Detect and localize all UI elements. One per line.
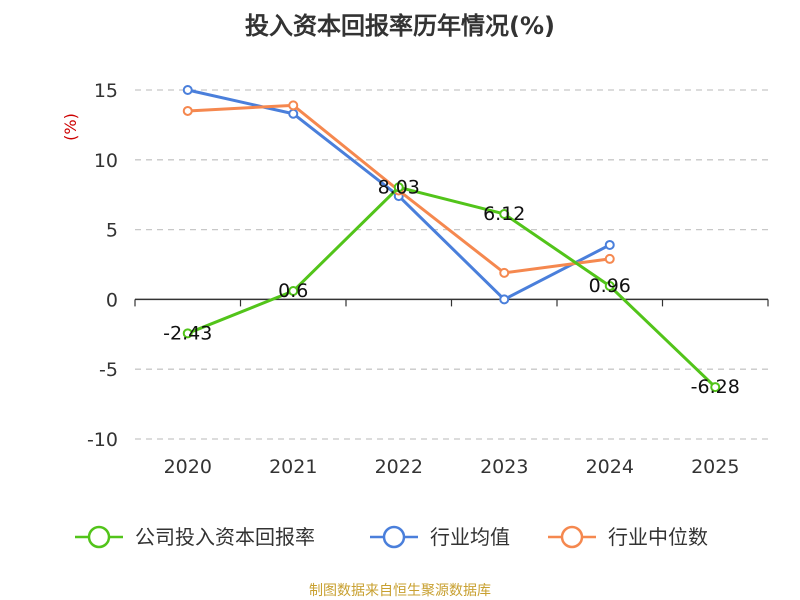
data-point bbox=[499, 208, 510, 219]
data-point bbox=[182, 328, 193, 339]
legend-marker bbox=[560, 525, 584, 549]
data-point bbox=[499, 294, 510, 305]
data-point bbox=[604, 239, 615, 250]
legend-label: 行业均值 bbox=[430, 525, 510, 549]
x-tick-label: 2024 bbox=[586, 456, 634, 478]
data-point bbox=[604, 280, 615, 291]
x-tick-label: 2020 bbox=[164, 456, 212, 478]
y-tick-label: 0 bbox=[106, 289, 118, 311]
legend-marker bbox=[382, 525, 406, 549]
x-tick-label: 2022 bbox=[375, 456, 423, 478]
data-label: 8.03 bbox=[378, 176, 420, 198]
x-tick-label: 2021 bbox=[269, 456, 317, 478]
data-point bbox=[182, 105, 193, 116]
data-point bbox=[182, 85, 193, 95]
y-tick-label: -10 bbox=[87, 429, 118, 451]
data-point bbox=[710, 382, 721, 393]
data-point bbox=[499, 267, 510, 278]
y-axis-unit-label: (%) bbox=[61, 113, 80, 141]
data-point bbox=[604, 253, 615, 264]
chart-title: 投入资本回报率历年情况(%) bbox=[245, 12, 555, 40]
data-point bbox=[288, 286, 299, 297]
x-tick-label: 2023 bbox=[480, 456, 528, 478]
y-tick-label: -5 bbox=[99, 359, 118, 381]
data-label: -6.28 bbox=[691, 376, 740, 398]
data-label: 0.6 bbox=[278, 280, 308, 302]
series-line bbox=[187, 185, 717, 389]
data-point bbox=[288, 108, 299, 119]
source-text: 制图数据来自恒生聚源数据库 bbox=[309, 583, 491, 599]
y-tick-label: 15 bbox=[94, 80, 118, 102]
y-tick-label: 5 bbox=[106, 220, 118, 242]
legend-label: 公司投入资本回报率 bbox=[135, 525, 315, 549]
legend-label: 行业中位数 bbox=[608, 525, 708, 549]
data-label: 0.96 bbox=[589, 275, 631, 297]
legend-marker bbox=[87, 525, 111, 549]
data-label: 6.12 bbox=[483, 203, 525, 225]
data-point bbox=[288, 100, 299, 111]
y-tick-label: 10 bbox=[94, 150, 118, 172]
x-tick-label: 2025 bbox=[691, 456, 739, 478]
data-point bbox=[393, 182, 404, 193]
data-label: -2.43 bbox=[163, 322, 212, 344]
